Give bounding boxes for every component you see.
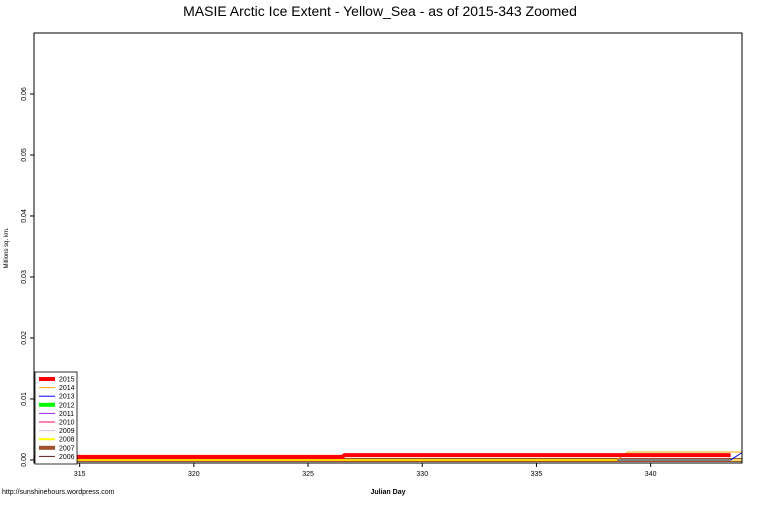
y-tick-label: 0.05 <box>21 148 28 162</box>
legend-label: 2007 <box>59 445 75 452</box>
legend-label: 2014 <box>59 385 75 392</box>
y-axis-label: Millions sq. km. <box>4 227 10 268</box>
legend-label: 2012 <box>59 402 75 409</box>
plot-frame <box>33 32 743 464</box>
series-line-2015 <box>34 453 731 459</box>
y-tick-label: 0.01 <box>21 392 28 406</box>
x-axis-label: Julian Day <box>370 489 405 496</box>
legend-label: 2009 <box>59 428 75 435</box>
legend-label: 2008 <box>59 437 75 444</box>
x-axis: 315 320 325 330 335 340 <box>74 463 657 478</box>
plot-lines <box>34 451 743 462</box>
legend-label: 2010 <box>59 420 75 427</box>
y-tick-label: 0.00 <box>21 453 28 467</box>
x-tick-label: 330 <box>416 471 428 478</box>
source-caption: http://sunshinehours.wordpress.com <box>2 489 115 496</box>
x-tick-label: 325 <box>302 471 314 478</box>
y-tick-label: 0.06 <box>21 87 28 101</box>
y-tick-label: 0.02 <box>21 331 28 345</box>
chart-title: MASIE Arctic Ice Extent - Yellow_Sea - a… <box>183 3 577 19</box>
legend-label: 2013 <box>59 394 75 401</box>
legend-label: 2011 <box>59 411 74 418</box>
x-tick-label: 315 <box>74 471 86 478</box>
legend-label: 2006 <box>59 454 75 461</box>
legend-label: 2015 <box>59 377 75 384</box>
x-tick-label: 335 <box>531 471 543 478</box>
x-tick-label: 340 <box>645 471 657 478</box>
y-axis: 0.00 0.01 0.02 0.03 0.04 0.05 0.06 <box>21 87 34 467</box>
x-tick-label: 320 <box>188 471 200 478</box>
y-tick-label: 0.03 <box>21 270 28 284</box>
y-tick-label: 0.04 <box>21 209 28 223</box>
